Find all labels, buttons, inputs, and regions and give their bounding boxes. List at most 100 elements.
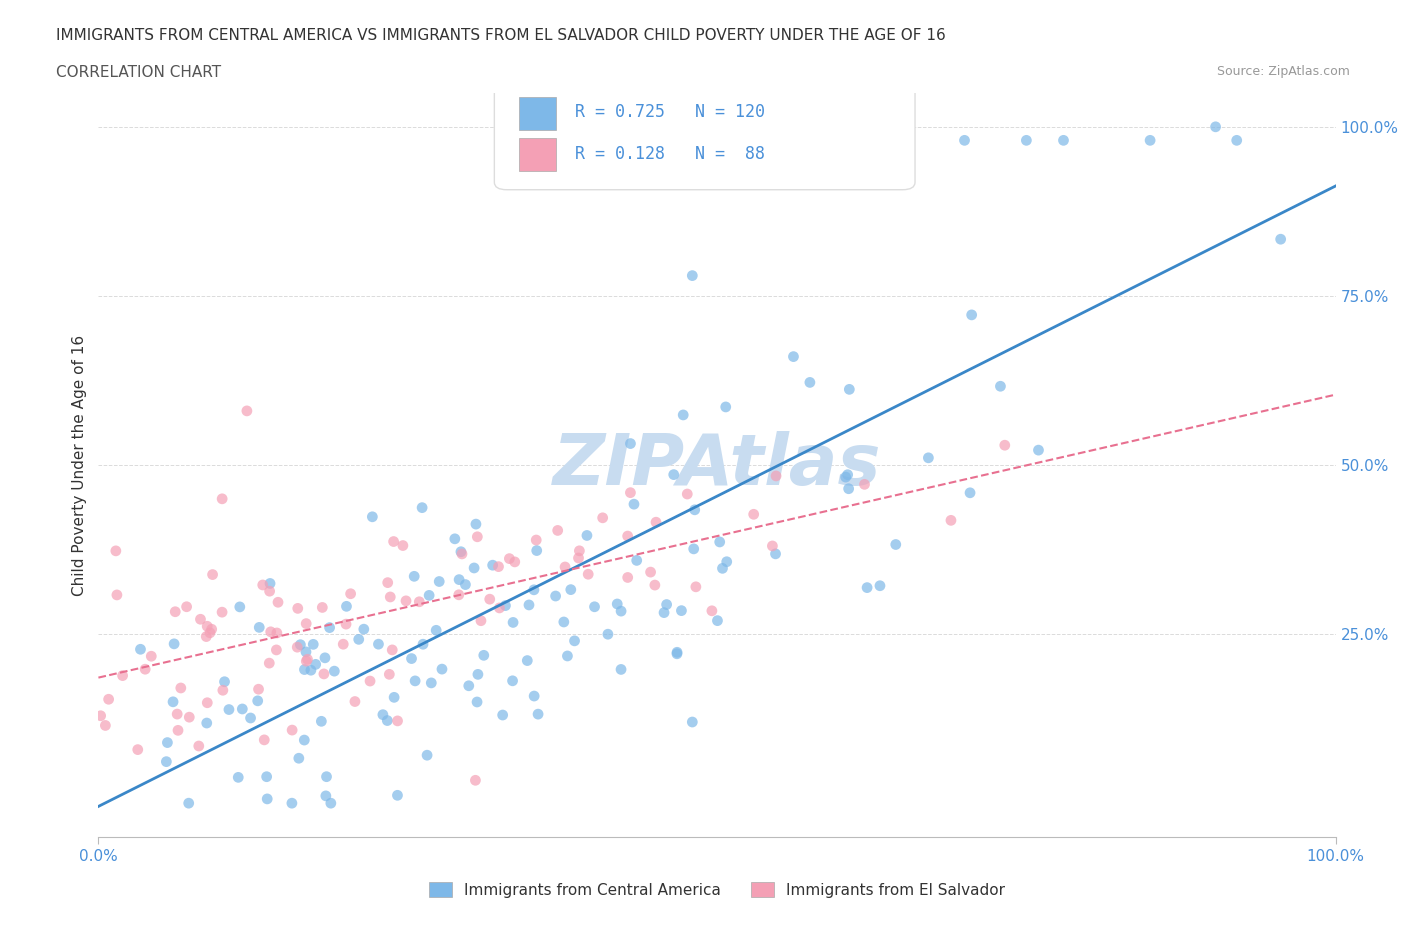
Point [666, 644, 689, 659]
Point [375, 713, 398, 728]
Point [517, 597, 540, 612]
Point [427, 574, 450, 589]
Point [683, 502, 706, 517]
Point [834, 470, 856, 485]
Point [457, 678, 479, 693]
Point [953, 133, 976, 148]
Point [287, 601, 309, 616]
Point [672, 407, 695, 422]
Point [247, 620, 270, 635]
Point [606, 596, 628, 611]
Point [377, 575, 399, 590]
Point [619, 485, 641, 500]
Point [782, 349, 804, 364]
Point [380, 590, 402, 604]
Point [281, 796, 304, 811]
Point [314, 650, 336, 665]
Text: ZIPAtlas: ZIPAtlas [553, 431, 882, 499]
Point [939, 513, 962, 528]
Point [315, 769, 337, 784]
Point [502, 615, 524, 630]
Point [252, 578, 274, 592]
Point [560, 582, 582, 597]
Point [226, 770, 249, 785]
Point [318, 620, 340, 635]
Point [162, 695, 184, 710]
Point [127, 742, 149, 757]
Point [478, 591, 501, 606]
Point [395, 593, 418, 608]
Point [411, 500, 433, 515]
Point [765, 547, 787, 562]
Point [218, 702, 240, 717]
Point [367, 637, 389, 652]
Point [583, 599, 606, 614]
Point [853, 477, 876, 492]
Point [212, 683, 235, 698]
Point [488, 601, 510, 616]
Point [141, 649, 163, 664]
Point [170, 681, 193, 696]
Point [353, 622, 375, 637]
Point [312, 667, 335, 682]
Point [682, 541, 704, 556]
FancyBboxPatch shape [519, 97, 557, 130]
Point [465, 517, 488, 532]
Point [198, 625, 221, 640]
Point [700, 604, 723, 618]
Point [408, 594, 430, 609]
Point [994, 438, 1017, 453]
Point [311, 714, 333, 729]
Point [94, 718, 117, 733]
Point [869, 578, 891, 593]
Point [610, 604, 633, 618]
Point [502, 673, 524, 688]
Point [163, 636, 186, 651]
Point [176, 599, 198, 614]
Point [167, 723, 190, 737]
Point [104, 543, 127, 558]
Text: Source: ZipAtlas.com: Source: ZipAtlas.com [1216, 65, 1350, 78]
Point [305, 657, 328, 671]
Point [299, 663, 322, 678]
Point [266, 643, 288, 658]
Text: CORRELATION CHART: CORRELATION CHART [56, 65, 221, 80]
Point [1028, 443, 1050, 458]
Point [425, 623, 447, 638]
Point [294, 662, 316, 677]
Point [447, 588, 470, 603]
Point [177, 796, 200, 811]
Legend: Immigrants from Central America, Immigrants from El Salvador: Immigrants from Central America, Immigra… [423, 875, 1011, 904]
Point [392, 538, 415, 553]
Y-axis label: Child Poverty Under the Age of 16: Child Poverty Under the Age of 16 [72, 335, 87, 595]
Point [387, 788, 409, 803]
Point [467, 667, 489, 682]
Point [134, 662, 156, 677]
Point [685, 579, 707, 594]
Point [246, 694, 269, 709]
Point [516, 653, 538, 668]
Point [111, 668, 134, 683]
Point [856, 580, 879, 595]
Point [662, 467, 685, 482]
Point [596, 627, 619, 642]
Point [404, 569, 426, 584]
Point [765, 469, 787, 484]
Point [214, 674, 236, 689]
Point [472, 648, 495, 663]
Point [742, 507, 765, 522]
Point [401, 651, 423, 666]
Point [665, 646, 688, 661]
Text: IMMIGRANTS FROM CENTRAL AMERICA VS IMMIGRANTS FROM EL SALVADOR CHILD POVERTY UND: IMMIGRANTS FROM CENTRAL AMERICA VS IMMIG… [56, 28, 946, 43]
Point [450, 544, 472, 559]
Point [451, 547, 474, 562]
Point [731, 133, 754, 148]
FancyBboxPatch shape [495, 78, 915, 190]
Point [247, 682, 270, 697]
Point [492, 708, 515, 723]
Point [494, 598, 516, 613]
Point [470, 613, 492, 628]
Point [195, 715, 218, 730]
Point [201, 567, 224, 582]
Point [416, 748, 439, 763]
